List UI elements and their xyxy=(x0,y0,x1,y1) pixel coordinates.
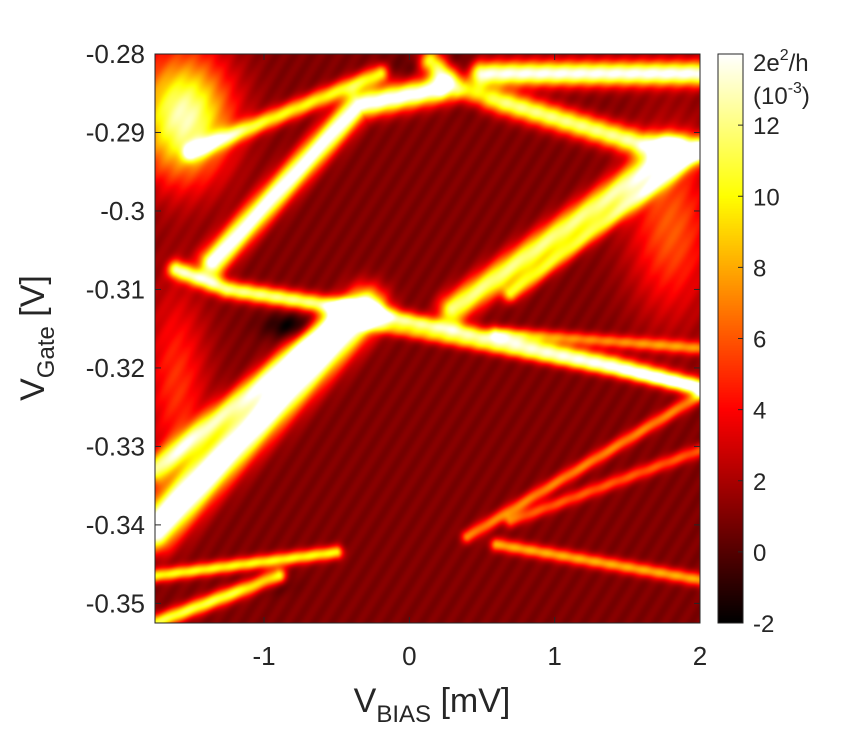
y-tick-label: -0.3 xyxy=(100,196,145,226)
colorbar-tick-label: 2 xyxy=(753,469,766,496)
y-tick-label: -0.34 xyxy=(86,510,145,540)
colorbar-tick-label: 4 xyxy=(753,398,766,425)
y-tick-label: -0.28 xyxy=(86,39,145,69)
y-axis-label-main: V xyxy=(14,378,52,401)
plot-frame xyxy=(154,53,701,624)
colorbar-unit-line1-base: 2e xyxy=(753,50,780,77)
plot-area xyxy=(154,53,701,624)
x-tick-label: 0 xyxy=(402,641,416,671)
x-tick-label: -1 xyxy=(252,641,275,671)
colorbar-unit-line2: (10-3) xyxy=(753,80,810,110)
y-axis-label-unit: [V] xyxy=(14,275,52,326)
y-tick-label: -0.35 xyxy=(86,588,145,618)
x-axis-label-main: V xyxy=(354,682,377,720)
x-axis-label-sub: BIAS xyxy=(376,701,431,728)
y-tick-label: -0.29 xyxy=(86,117,145,147)
y-axis-ticks: -0.28 -0.29 -0.3 -0.31 -0.32 -0.33 -0.34 -0.35 xyxy=(86,39,700,618)
x-tick-label: 1 xyxy=(547,641,561,671)
y-tick-label: -0.32 xyxy=(86,353,145,383)
colorbar-unit-line2-sup: -3 xyxy=(788,80,802,97)
colorbar-tick-label: 10 xyxy=(753,184,780,211)
x-axis-label-unit: [mV] xyxy=(431,682,510,720)
y-tick-label: -0.31 xyxy=(86,274,145,304)
colorbar-tick-label: -2 xyxy=(753,611,774,638)
colorbar-unit-line1-tail: /h xyxy=(789,50,809,77)
colorbar-ticks: -2 0 2 4 6 8 10 12 xyxy=(738,113,780,638)
colorbar-tick-label: 12 xyxy=(753,113,780,140)
colorbar-unit-line1-sup: 2 xyxy=(780,47,789,64)
heatmap-image-wrapper xyxy=(155,54,700,623)
y-tick-label: -0.33 xyxy=(86,431,145,461)
x-tick-label: 2 xyxy=(693,641,707,671)
y-axis-label: VGate [V] xyxy=(14,275,60,401)
heatmap-image xyxy=(155,54,700,623)
x-axis-ticks: -1 0 1 2 xyxy=(252,54,707,671)
colorbar-unit-line1: 2e2/h xyxy=(753,47,809,77)
colorbar-tick-label: 8 xyxy=(753,255,766,282)
y-axis-label-sub: Gate xyxy=(33,326,60,378)
x-axis-label: VBIAS [mV] xyxy=(354,682,511,728)
colorbar-unit-line2-base: (10 xyxy=(753,83,788,110)
colorbar-tick-label: 6 xyxy=(753,327,766,354)
colorbar-tick-label: 0 xyxy=(753,540,766,567)
colorbar-unit-line2-tail: ) xyxy=(802,83,810,110)
